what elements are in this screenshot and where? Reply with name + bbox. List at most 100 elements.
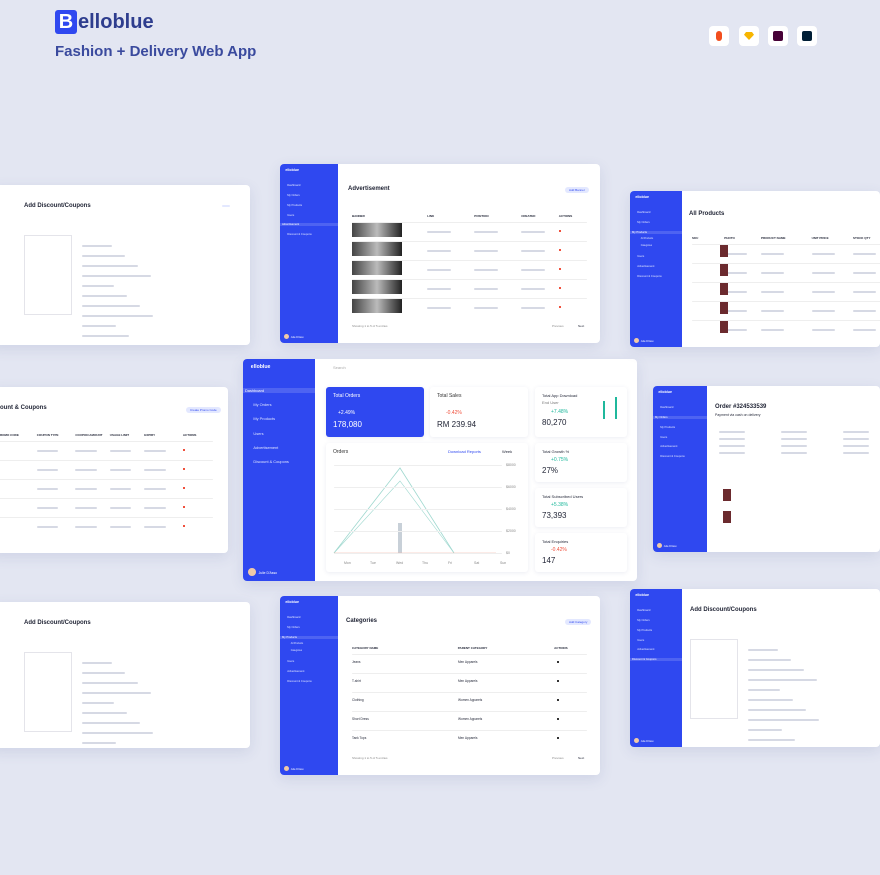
x-tick-label: Wed xyxy=(396,561,404,565)
menu-item[interactable]: Advertisement xyxy=(637,648,655,652)
menu-item[interactable]: Dashboard xyxy=(243,387,315,393)
menu-item[interactable]: Advertisement xyxy=(280,223,338,227)
form-tabs xyxy=(24,652,72,732)
row-divider xyxy=(692,263,880,264)
next[interactable]: Next xyxy=(578,324,585,328)
table-header: PARENT CATEGORY xyxy=(457,646,488,650)
avatar xyxy=(283,334,289,340)
button[interactable] xyxy=(222,205,230,207)
menu-item[interactable]: My Orders xyxy=(253,401,272,407)
menu-item[interactable]: My Orders xyxy=(653,415,707,419)
menu-item[interactable]: Users xyxy=(287,659,295,663)
user-name: Julie D'Asso xyxy=(258,570,278,575)
prev[interactable]: Previous xyxy=(552,324,564,328)
cell-text xyxy=(724,253,748,255)
menu-item[interactable]: My Orders xyxy=(637,220,650,224)
parent-category: Women Apparels xyxy=(458,698,483,702)
parent-category: Men Apparels xyxy=(458,660,478,664)
menu-item[interactable]: Advertisement xyxy=(287,669,305,673)
form-text xyxy=(82,325,116,327)
menu-item[interactable]: Discount & Coupons xyxy=(637,274,662,278)
button[interactable]: Add Banner xyxy=(565,187,589,193)
card-title: Add Discount/Coupons xyxy=(24,620,91,626)
value: 80,270 xyxy=(542,418,567,427)
cell-text xyxy=(75,488,97,490)
menu-item[interactable]: Discount & Coupons xyxy=(660,455,685,459)
menu-item[interactable]: My Orders xyxy=(287,193,300,197)
menu-item[interactable]: Users xyxy=(637,638,645,642)
form-text xyxy=(82,692,151,694)
button[interactable]: Add Category xyxy=(565,619,592,625)
menu-item[interactable]: My Products xyxy=(637,628,653,632)
y-tick-label: $8000 xyxy=(506,463,516,467)
sidebar: elloblue Dashboard My Orders My Products Use… xyxy=(243,359,315,581)
table-header: STOCK QTY xyxy=(853,236,871,240)
cell-text xyxy=(853,291,876,293)
delete-icon xyxy=(182,468,185,470)
parent-category: Men Apparels xyxy=(458,736,478,740)
sidebar: elloblue Dashboard My Orders My Products Use… xyxy=(280,164,338,343)
download[interactable]: Download Reports xyxy=(448,449,481,454)
cell-text xyxy=(75,450,97,452)
cell-text xyxy=(75,526,97,528)
row-divider xyxy=(352,260,587,261)
submenu-item[interactable]: Categories xyxy=(290,650,303,652)
table-header: ACTIONS xyxy=(182,433,197,437)
user-name: Julie D'Asso xyxy=(640,740,654,743)
menu-item[interactable]: Discount & Coupons xyxy=(287,679,312,683)
menu-item[interactable]: Users xyxy=(660,435,668,439)
menu-item[interactable]: Dashboard xyxy=(287,615,301,619)
order-text xyxy=(843,431,869,433)
label: Total Sales xyxy=(437,393,462,399)
menu-item[interactable]: My Products xyxy=(630,230,682,234)
submenu-item[interactable]: All Products xyxy=(290,642,304,645)
table-header: PRODUCT NAME xyxy=(761,236,786,240)
menu-item[interactable]: Users xyxy=(287,213,295,217)
xd-icon xyxy=(768,26,788,46)
label: Total Orders xyxy=(333,393,361,399)
cell-text xyxy=(36,507,59,509)
row-divider xyxy=(692,301,880,302)
menu-item[interactable]: My Orders xyxy=(637,618,650,622)
cell-text xyxy=(811,253,835,255)
submenu-item[interactable]: All Products xyxy=(640,237,654,240)
row-divider xyxy=(0,460,213,461)
card-title: Add Discount/Coupons xyxy=(24,203,91,209)
prev[interactable]: Previous xyxy=(552,756,564,760)
period[interactable]: Week xyxy=(502,449,513,454)
menu-item[interactable]: Advertisement xyxy=(660,445,678,449)
menu-item[interactable]: My Products xyxy=(660,425,676,429)
menu-item[interactable]: My Orders xyxy=(287,625,300,629)
avatar xyxy=(633,738,639,744)
cell-text xyxy=(761,272,784,274)
menu-item[interactable]: My Products xyxy=(280,635,338,639)
total-sales-card: Total Sales -0.42% RM 239.94 xyxy=(430,387,528,437)
cell-text xyxy=(811,272,835,274)
menu-item[interactable]: Discount & Coupons xyxy=(253,459,289,465)
form-text xyxy=(82,285,114,287)
menu-item[interactable]: Advertisement xyxy=(253,444,279,450)
menu-item[interactable]: Advertisement xyxy=(637,264,655,268)
menu-item[interactable]: Users xyxy=(253,430,264,436)
button[interactable]: Create Promo Code xyxy=(186,407,221,413)
next[interactable]: Next xyxy=(578,756,585,760)
delete-icon xyxy=(182,449,185,451)
menu-item[interactable]: Discount & Coupons xyxy=(287,233,312,237)
menu-item[interactable]: Discount & Coupons xyxy=(630,658,682,662)
grid-line xyxy=(334,487,502,488)
order-text xyxy=(781,452,807,454)
change: +2.49% xyxy=(338,410,356,416)
menu-item[interactable]: My Products xyxy=(287,203,303,207)
submenu-item[interactable]: Categories xyxy=(640,245,653,247)
menu-item[interactable]: Users xyxy=(637,254,645,258)
cell-text xyxy=(521,231,545,233)
menu-item[interactable]: My Products xyxy=(253,416,276,422)
order-text xyxy=(781,445,807,447)
cell-text xyxy=(811,310,835,312)
menu-item[interactable]: Dashboard xyxy=(287,183,301,187)
cell-text xyxy=(109,469,132,471)
menu-item[interactable]: Dashboard xyxy=(637,608,651,612)
menu-item[interactable]: Dashboard xyxy=(637,210,651,214)
menu-item[interactable]: Dashboard xyxy=(660,405,674,409)
form-text xyxy=(82,742,116,744)
